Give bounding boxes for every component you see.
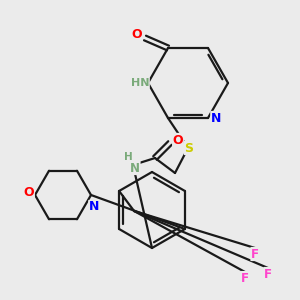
Text: H: H [124, 152, 132, 162]
Text: F: F [251, 248, 259, 260]
Text: O: O [24, 187, 34, 200]
Text: O: O [132, 28, 142, 40]
Text: O: O [173, 134, 183, 146]
Text: F: F [241, 272, 249, 284]
Text: F: F [264, 268, 272, 281]
Text: N: N [130, 161, 140, 175]
Text: HN: HN [131, 78, 149, 88]
Text: S: S [184, 142, 194, 154]
Text: N: N [211, 112, 221, 124]
Text: N: N [89, 200, 99, 214]
